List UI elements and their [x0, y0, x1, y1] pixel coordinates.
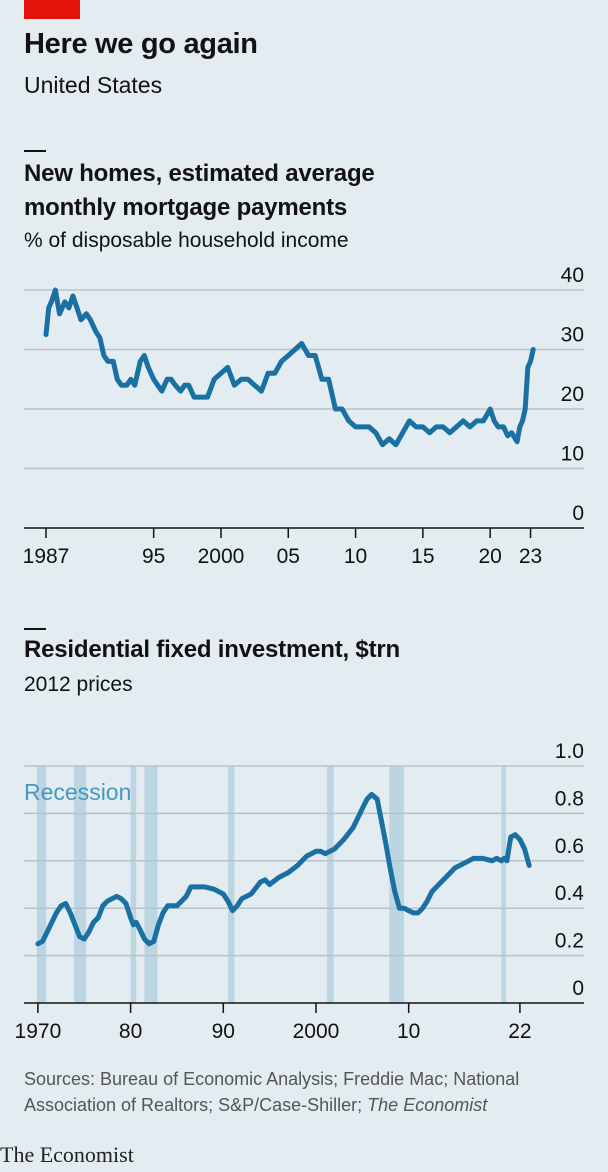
- chart2-dash: [24, 628, 46, 630]
- chart1-title-line2: monthly mortgage payments: [24, 194, 348, 221]
- chart1-ytick-label: 40: [561, 264, 584, 287]
- chart2-title: Residential fixed investment, $trn: [24, 633, 400, 667]
- chart1-xtick-label: 23: [519, 545, 542, 568]
- chart1-mortgage-payments: 0 10 20 30 40 1987 95 2000 05 10 15 20 23: [23, 264, 584, 568]
- chart2-subtitle: 2012 prices: [24, 673, 133, 696]
- chart1-xtick-label: 95: [142, 545, 165, 568]
- chart1-xtick-label: 15: [411, 545, 434, 568]
- chart1-xtick-label: 1987: [23, 545, 70, 568]
- chart2-recession-band: [144, 766, 158, 1003]
- chart2-xtick-label: 1970: [15, 1020, 62, 1043]
- chart2-xtick-label: 80: [119, 1020, 142, 1043]
- sources-footer: Sources: Bureau of Economic Analysis; Fr…: [24, 1066, 594, 1118]
- economist-red-tag: [24, 0, 80, 19]
- chart1-title: New homes, estimated average monthly mor…: [24, 157, 375, 225]
- chart1-ytick-label: 0: [572, 502, 584, 525]
- chart2-ytick-label: 0: [572, 977, 584, 1000]
- chart2-xtick-label: 10: [397, 1020, 420, 1043]
- chart2-series-line: [35, 791, 532, 947]
- chart1-ytick-label: 30: [561, 324, 584, 347]
- chart2-recession-band: [389, 766, 405, 1003]
- chart2-ytick-label: 0.2: [555, 930, 584, 953]
- chart2-recession-band: [501, 766, 507, 1003]
- sources-italic: The Economist: [367, 1095, 488, 1115]
- chart2-recession-band: [74, 766, 87, 1003]
- sources-line2: Association of Realtors; S&P/Case-Shille…: [24, 1092, 594, 1118]
- sources-line1: Sources: Bureau of Economic Analysis; Fr…: [24, 1069, 520, 1089]
- chart2-recession-band: [227, 766, 235, 1003]
- chart1-xtick-label: 20: [478, 545, 501, 568]
- chart1-ytick-label: 20: [561, 383, 584, 406]
- chart1-title-line1: New homes, estimated average: [24, 160, 375, 187]
- chart1-xtick-label: 2000: [198, 545, 245, 568]
- chart1-xtick-label: 10: [344, 545, 367, 568]
- chart1-dash: [24, 150, 46, 152]
- page-title: Here we go again: [24, 28, 258, 60]
- chart1-xtick-label: 05: [277, 545, 300, 568]
- chart2-xtick-label: 90: [212, 1020, 235, 1043]
- chart2-recession-label: Recession: [24, 779, 131, 805]
- chart2-ytick-label: 1.0: [555, 740, 584, 763]
- page-subtitle: United States: [24, 72, 163, 98]
- chart1-subtitle: % of disposable household income: [24, 229, 349, 252]
- chart2-recession-band: [327, 766, 334, 1003]
- chart2-recession-band: [36, 766, 47, 1003]
- chart2-recession-band: [130, 766, 137, 1003]
- chart2-ytick-label: 0.4: [555, 882, 585, 905]
- chart2-residential-investment: Recession 0 0.2 0.4 0.6 0.8 1.0 1970 80 90 2000 10 2…: [15, 740, 585, 1043]
- chart2-ytick-label: 0.6: [555, 835, 584, 858]
- chart1-series-line: [43, 287, 536, 448]
- economist-brand: The Economist: [0, 1142, 134, 1167]
- chart1-ytick-label: 10: [561, 443, 584, 466]
- chart2-ytick-label: 0.8: [555, 787, 584, 810]
- chart2-xtick-label: 22: [508, 1020, 531, 1043]
- chart2-title-line1: Residential fixed investment, $trn: [24, 636, 400, 663]
- chart2-xtick-label: 2000: [293, 1020, 340, 1043]
- sources-line2-text: Association of Realtors; S&P/Case-Shille…: [24, 1095, 363, 1115]
